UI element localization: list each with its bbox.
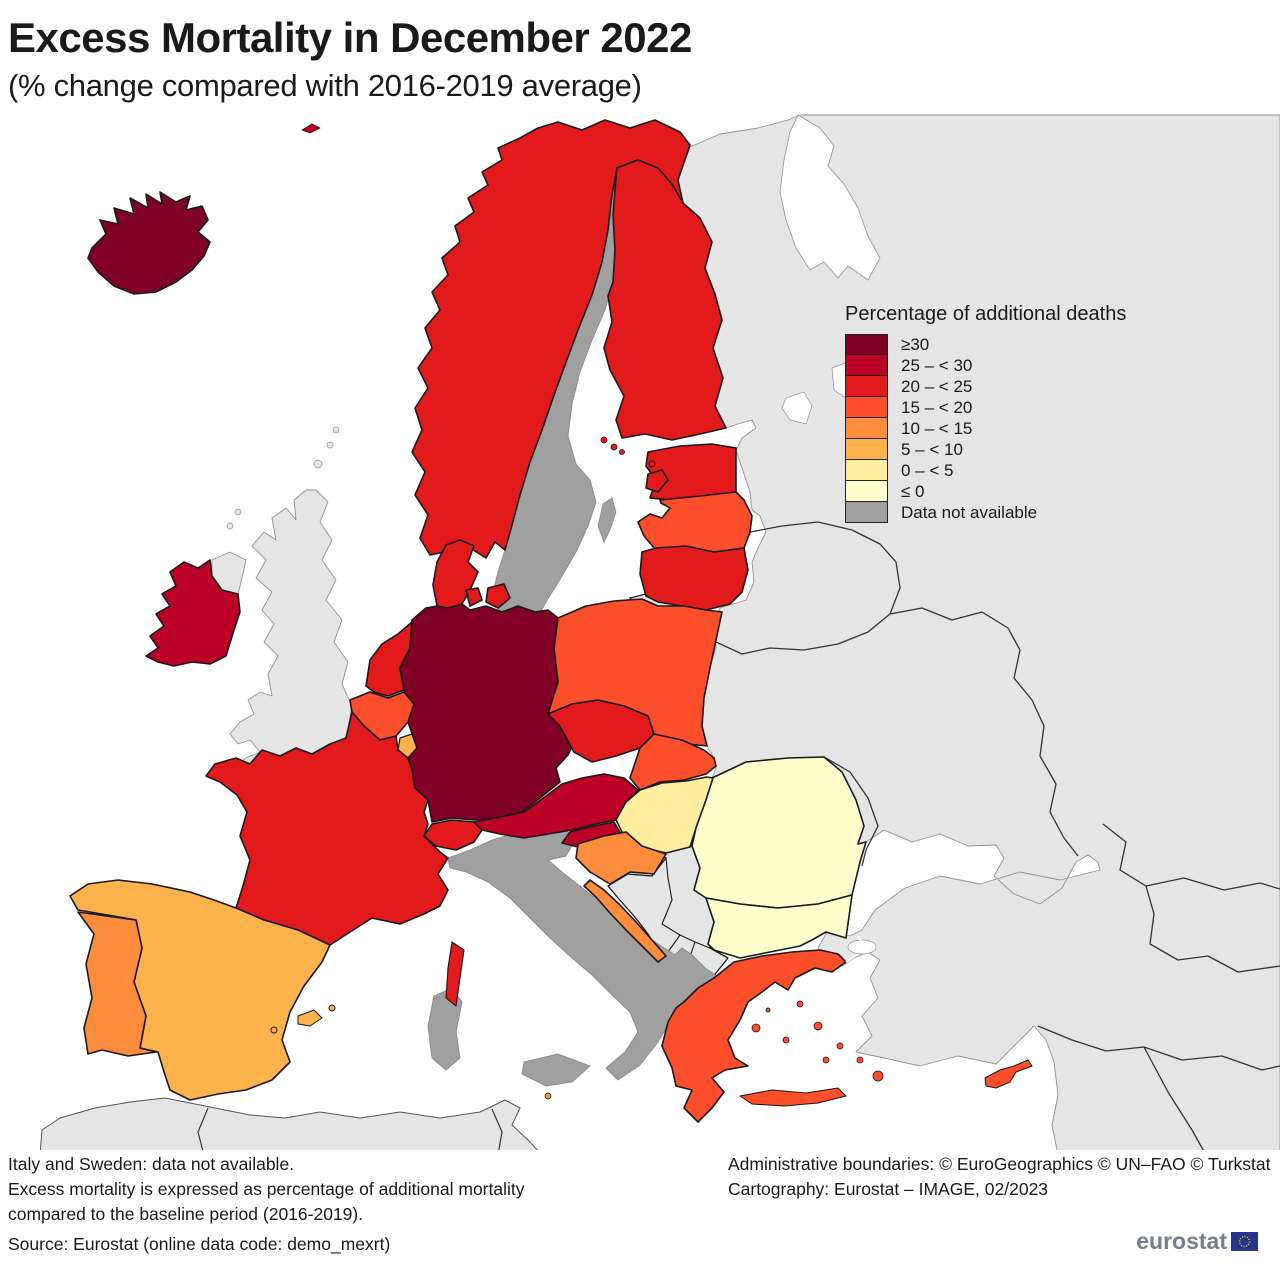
country-greece: [661, 949, 847, 1123]
island-zealand: [485, 583, 511, 609]
non-eu-borders: [715, 521, 1280, 1150]
legend-row: Data not available: [845, 502, 1126, 523]
footnote-line: Excess mortality is expressed as percent…: [8, 1179, 525, 1199]
island-sicily: [521, 1053, 591, 1087]
legend-label: 15 – < 20: [901, 397, 973, 417]
country-norway: [411, 119, 691, 563]
credit-line: Administrative boundaries: © EuroGeograp…: [728, 1154, 1271, 1174]
island-gotland: [597, 497, 617, 543]
country-north-africa: [39, 1097, 539, 1150]
legend-row: ≤ 0: [845, 481, 1126, 502]
country-united-kingdom: [229, 489, 353, 797]
country-slovakia: [629, 733, 717, 791]
eurostat-logo-text: eurostat: [1136, 1228, 1227, 1254]
legend-row: 25 – < 30: [845, 355, 1126, 376]
uk-islands: [226, 426, 340, 530]
legend-swatch: [845, 397, 888, 418]
footnote-line: compared to the baseline period (2016-20…: [8, 1204, 364, 1224]
country-iceland: [87, 191, 211, 295]
aland-archipelago: [600, 436, 625, 455]
legend-swatch: [845, 334, 888, 355]
white-sea: [779, 114, 881, 281]
aegean-islands: [751, 1000, 884, 1082]
country-ireland: [145, 559, 241, 667]
country-lithuania: [639, 545, 749, 611]
europe-map: [0, 112, 1280, 1150]
source-note: Source: Eurostat (online data code: demo…: [8, 1234, 391, 1254]
footnotes: Italy and Sweden: data not available. Ex…: [8, 1152, 525, 1257]
balearic-archipelago: [270, 1004, 336, 1034]
legend-row: ≥30: [845, 334, 1126, 355]
map-legend: Percentage of additional deaths ≥30 25 –…: [845, 303, 1126, 523]
island-saaremaa: [645, 469, 669, 493]
eu-countries: [69, 119, 1033, 1123]
legend-swatch: [845, 439, 888, 460]
legend-row: 15 – < 20: [845, 397, 1126, 418]
country-romania: [691, 756, 867, 909]
credit-line: Cartography: Eurostat – IMAGE, 02/2023: [728, 1179, 1049, 1199]
legend-label: 5 – < 10: [901, 439, 963, 459]
legend-label: 25 – < 30: [901, 355, 973, 375]
country-france: [205, 711, 449, 946]
island-hiiumaa: [648, 460, 656, 468]
country-hungary: [615, 776, 714, 854]
island-corsica: [445, 941, 465, 1007]
north-africa-borders: [197, 1107, 503, 1150]
legend-label: Data not available: [901, 502, 1038, 522]
header: Excess Mortality in December 2022 (% cha…: [8, 14, 692, 104]
credits: Administrative boundaries: © EuroGeograp…: [728, 1152, 1271, 1202]
legend-swatch: [845, 376, 888, 397]
country-cyprus: [984, 1059, 1033, 1089]
legend-swatch: [845, 418, 888, 439]
country-eastern-non-eu: [677, 114, 1280, 1150]
eu-flag-icon: [1231, 1232, 1258, 1251]
footnote-line: Italy and Sweden: data not available.: [8, 1154, 295, 1174]
country-portugal: [77, 911, 157, 1057]
country-bulgaria: [705, 894, 853, 959]
straits: [845, 935, 867, 963]
page-subtitle: (% change compared with 2016-2019 averag…: [8, 68, 642, 103]
island-funen: [465, 587, 483, 607]
eurostat-logo: eurostat: [1136, 1228, 1258, 1255]
legend-label: ≥30: [901, 334, 930, 354]
lake-ladoga: [781, 391, 813, 425]
legend-label: 20 – < 25: [901, 376, 973, 396]
country-faroe-islands: [301, 123, 321, 134]
legend-swatch: [845, 481, 888, 502]
legend-swatch: [845, 460, 888, 481]
legend-label: ≤ 0: [901, 481, 925, 501]
legend-row: 20 – < 25: [845, 376, 1126, 397]
legend-label: 0 – < 5: [901, 460, 954, 480]
legend-row: 0 – < 5: [845, 460, 1126, 481]
legend-row: 5 – < 10: [845, 439, 1126, 460]
country-finland: [603, 159, 727, 441]
sea-of-marmara: [847, 939, 877, 955]
page-title: Excess Mortality in December 2022: [8, 14, 692, 61]
legend-swatch: [845, 355, 888, 376]
country-croatia-coast: [583, 879, 667, 963]
legend-swatch: [845, 502, 888, 523]
legend-title: Percentage of additional deaths: [845, 303, 1127, 325]
island-malta: [544, 1092, 552, 1100]
island-crete: [739, 1087, 847, 1107]
country-croatia: [575, 831, 667, 885]
legend-row: 10 – < 15: [845, 418, 1126, 439]
country-germany: [399, 603, 577, 823]
legend-label: 10 – < 15: [901, 418, 973, 438]
